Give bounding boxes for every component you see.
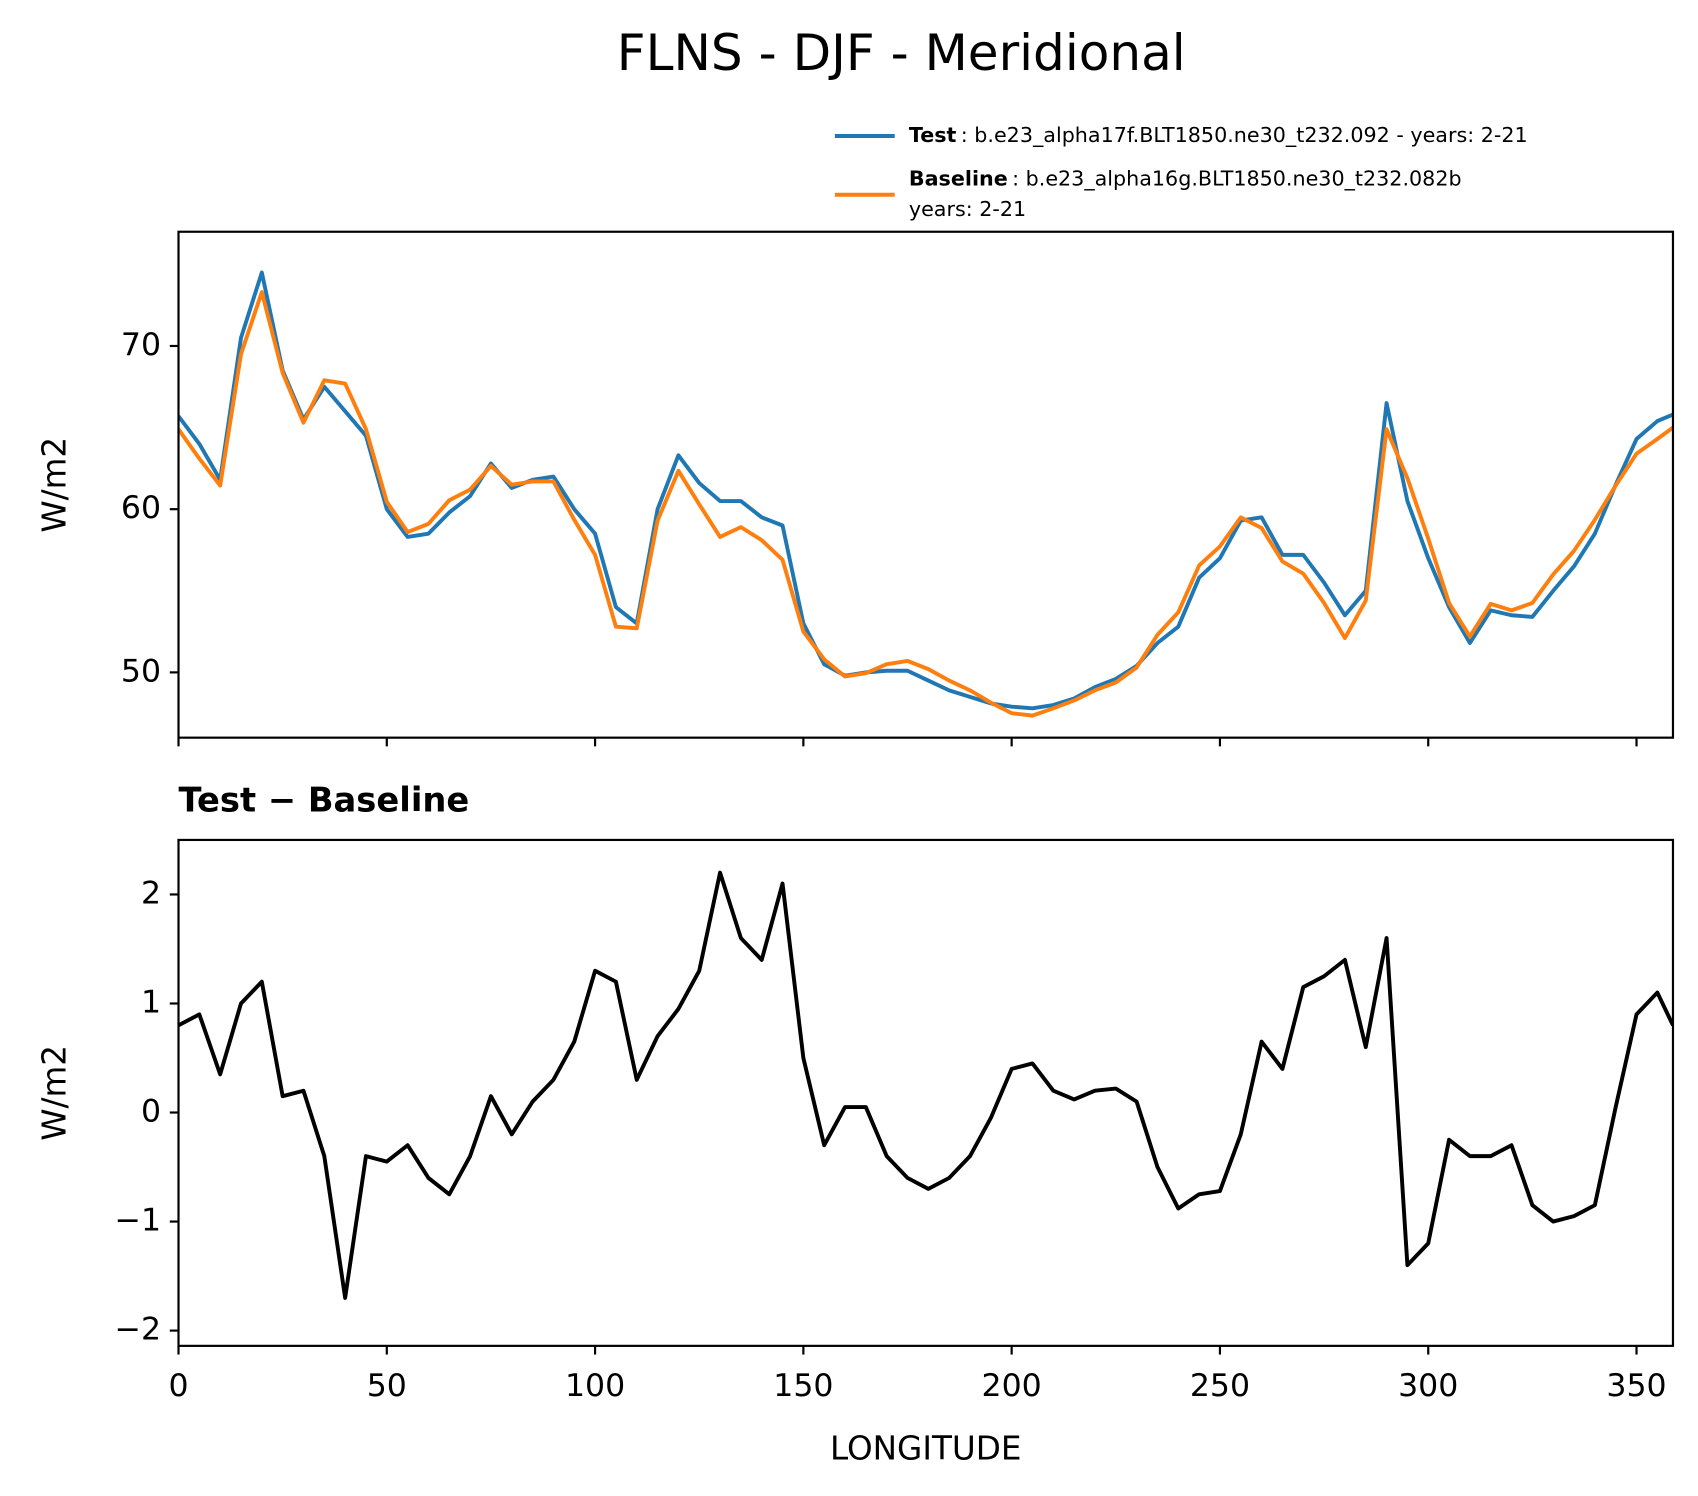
y-tick-label: 50 — [121, 653, 161, 689]
data-line — [178, 870, 1673, 1300]
panel-title: Test − Baseline — [179, 780, 470, 819]
data-line — [178, 270, 1673, 711]
legend-description: years: 2-21 — [909, 197, 1026, 221]
legend-description: : b.e23_alpha16g.BLT1850.ne30_t232.082b — [1012, 167, 1461, 191]
x-tick-label: 250 — [1190, 1368, 1250, 1404]
plot-frame — [177, 230, 1675, 739]
x-tick-label: 150 — [773, 1368, 833, 1404]
plot-frame — [177, 838, 1675, 1347]
x-tick-label: 50 — [367, 1368, 407, 1404]
figure-title: FLNS - DJF - Meridional — [617, 24, 1186, 82]
legend-description: : b.e23_alpha17f.BLT1850.ne30_t232.092 -… — [961, 123, 1528, 147]
x-axis-label: LONGITUDE — [830, 1429, 1022, 1467]
y-tick-label: 0 — [141, 1094, 161, 1130]
x-tick-label: 100 — [565, 1368, 625, 1404]
y-axis-label: W/m2 — [36, 1045, 74, 1141]
y-tick-label: −1 — [115, 1203, 162, 1239]
x-tick-label: 300 — [1398, 1368, 1458, 1404]
y-tick-label: 60 — [121, 490, 161, 526]
x-tick-label: 200 — [982, 1368, 1042, 1404]
y-axis-label: W/m2 — [36, 437, 74, 533]
x-tick-label: 0 — [168, 1368, 188, 1404]
legend-name: Test — [909, 123, 957, 147]
legend-name: Baseline — [909, 167, 1008, 191]
y-tick-label: 1 — [141, 984, 161, 1020]
y-tick-label: 2 — [141, 875, 161, 911]
y-tick-label: −2 — [115, 1312, 162, 1348]
data-line — [178, 290, 1673, 718]
y-tick-label: 70 — [121, 327, 161, 363]
x-tick-label: 350 — [1606, 1368, 1666, 1404]
